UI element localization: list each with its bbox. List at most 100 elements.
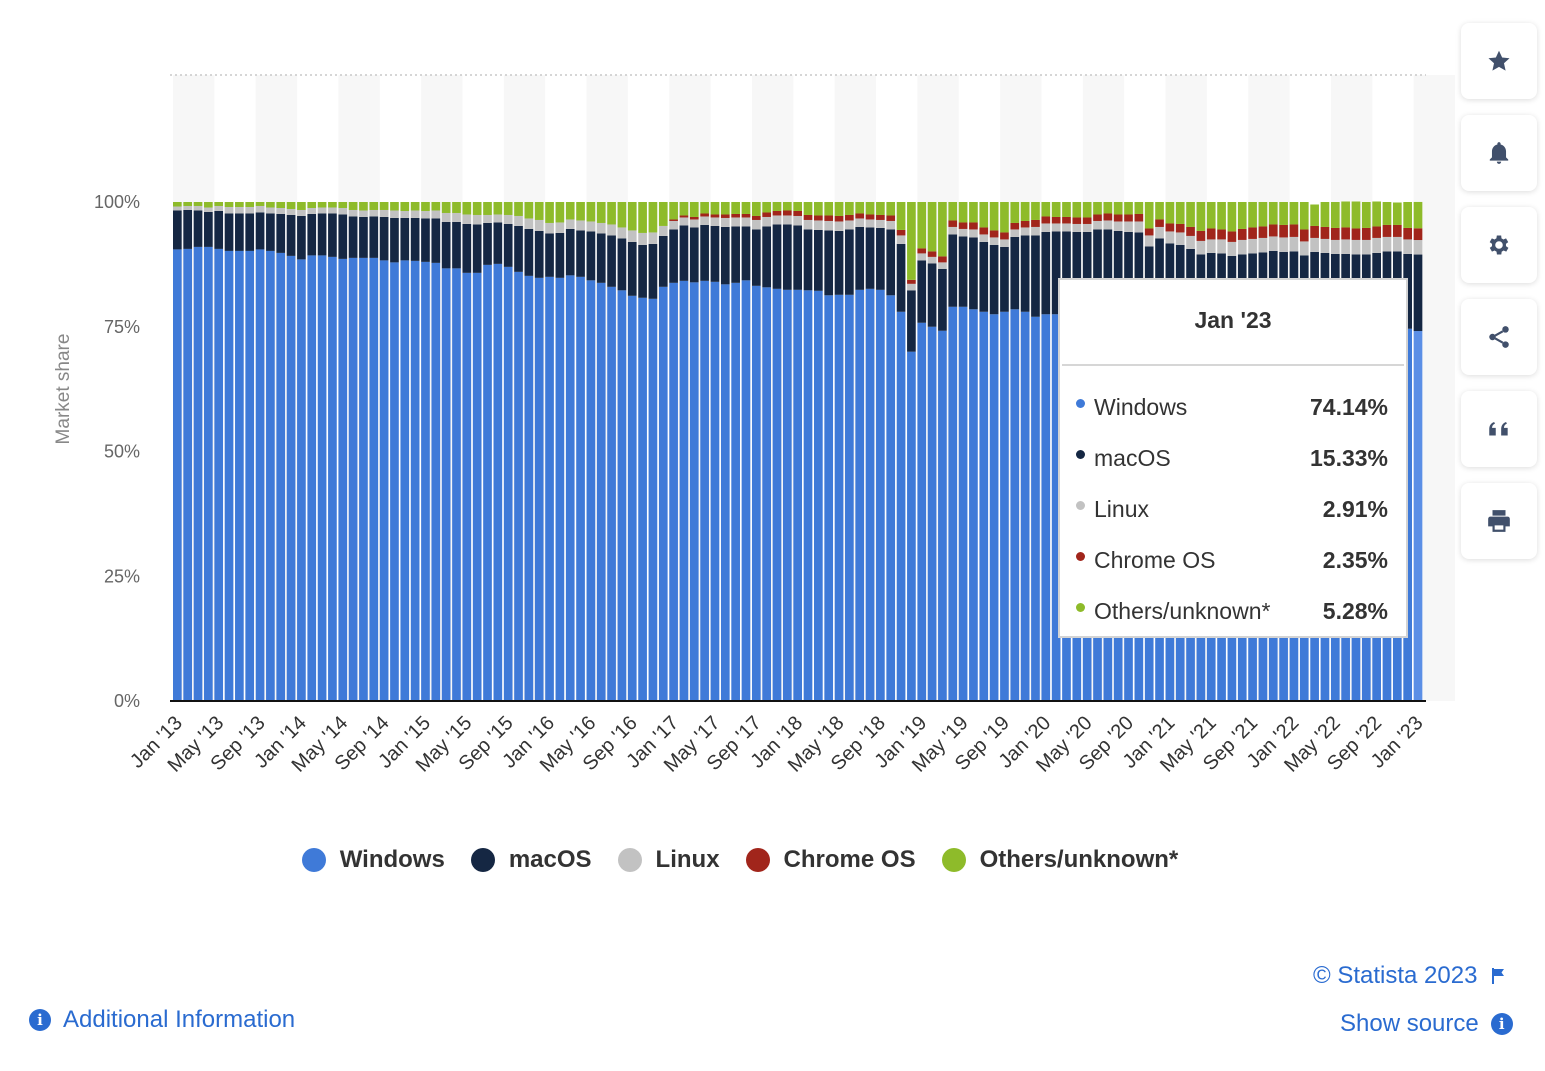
- bar-segment[interactable]: [1351, 239, 1361, 255]
- bar-segment[interactable]: [1403, 202, 1412, 228]
- bar-segment[interactable]: [782, 202, 792, 211]
- bar-segment[interactable]: [421, 261, 430, 701]
- bar-segment[interactable]: [741, 202, 751, 214]
- bar-segment[interactable]: [1351, 228, 1361, 240]
- bar-segment[interactable]: [576, 276, 585, 701]
- bar-segment[interactable]: [1248, 238, 1257, 254]
- bar-segment[interactable]: [917, 202, 927, 249]
- bar-segment[interactable]: [1413, 240, 1423, 255]
- bar-segment[interactable]: [1310, 204, 1319, 226]
- bar-segment[interactable]: [390, 262, 399, 701]
- bar-segment[interactable]: [979, 202, 989, 228]
- bar-segment[interactable]: [1144, 202, 1154, 229]
- bar-segment[interactable]: [1361, 202, 1371, 228]
- bar-segment[interactable]: [441, 221, 451, 269]
- bar-segment[interactable]: [751, 202, 761, 216]
- bar-segment[interactable]: [772, 215, 782, 225]
- bar-segment[interactable]: [1051, 223, 1061, 232]
- bar-segment[interactable]: [648, 243, 658, 299]
- bar-segment[interactable]: [989, 202, 999, 231]
- bar-segment[interactable]: [1289, 236, 1299, 252]
- bar-segment[interactable]: [948, 306, 958, 701]
- bar-segment[interactable]: [772, 202, 782, 211]
- bar-segment[interactable]: [183, 248, 193, 701]
- bar-segment[interactable]: [565, 275, 575, 701]
- bar-segment[interactable]: [235, 206, 244, 214]
- bar-segment[interactable]: [1382, 202, 1392, 225]
- bar-segment[interactable]: [772, 224, 782, 289]
- bar-segment[interactable]: [400, 210, 410, 218]
- bar-segment[interactable]: [503, 223, 513, 267]
- bar-segment[interactable]: [472, 214, 482, 225]
- bar-segment[interactable]: [1000, 202, 1009, 233]
- bar-segment[interactable]: [1186, 202, 1195, 227]
- bar-segment[interactable]: [276, 207, 286, 214]
- bar-segment[interactable]: [1237, 239, 1247, 255]
- bar-segment[interactable]: [452, 268, 461, 701]
- bar-segment[interactable]: [266, 250, 275, 701]
- bar-segment[interactable]: [286, 214, 296, 256]
- bar-segment[interactable]: [814, 202, 823, 216]
- bar-segment[interactable]: [938, 268, 947, 331]
- bar-segment[interactable]: [390, 202, 399, 211]
- bar-segment[interactable]: [1103, 213, 1113, 221]
- bar-segment[interactable]: [720, 202, 730, 215]
- bar-segment[interactable]: [989, 230, 999, 238]
- bar-segment[interactable]: [462, 223, 472, 273]
- bar-segment[interactable]: [586, 202, 596, 222]
- bar-segment[interactable]: [1103, 220, 1113, 230]
- bar-segment[interactable]: [938, 256, 947, 263]
- bar-segment[interactable]: [834, 215, 844, 222]
- bar-segment[interactable]: [1237, 228, 1247, 240]
- bar-segment[interactable]: [1041, 223, 1051, 232]
- bar-segment[interactable]: [307, 213, 317, 256]
- bar-segment[interactable]: [1072, 231, 1082, 320]
- bar-segment[interactable]: [969, 229, 978, 238]
- bar-segment[interactable]: [173, 206, 182, 211]
- bar-segment[interactable]: [845, 229, 854, 295]
- bar-segment[interactable]: [782, 289, 792, 701]
- bar-segment[interactable]: [379, 202, 389, 210]
- bar-segment[interactable]: [1341, 227, 1350, 240]
- bar-segment[interactable]: [307, 202, 317, 208]
- bar-segment[interactable]: [576, 220, 585, 231]
- bar-segment[interactable]: [328, 213, 337, 257]
- bar-segment[interactable]: [907, 279, 916, 284]
- bar-segment[interactable]: [834, 202, 844, 216]
- bar-segment[interactable]: [1155, 226, 1164, 239]
- bar-segment[interactable]: [824, 202, 834, 216]
- bar-segment[interactable]: [1372, 201, 1381, 227]
- bar-segment[interactable]: [307, 255, 317, 701]
- bar-segment[interactable]: [710, 214, 720, 218]
- bar-segment[interactable]: [782, 224, 792, 290]
- bar-segment[interactable]: [710, 281, 720, 701]
- bar-segment[interactable]: [524, 218, 534, 229]
- bar-segment[interactable]: [855, 202, 865, 214]
- bar-segment[interactable]: [193, 210, 203, 247]
- bar-segment[interactable]: [514, 202, 523, 216]
- bar-segment[interactable]: [720, 284, 730, 701]
- bar-segment[interactable]: [1072, 223, 1082, 232]
- bar-segment[interactable]: [441, 202, 451, 213]
- bar-segment[interactable]: [534, 230, 544, 278]
- bar-segment[interactable]: [1227, 241, 1237, 256]
- bar-segment[interactable]: [886, 202, 896, 216]
- bar-segment[interactable]: [741, 280, 751, 701]
- bar-segment[interactable]: [514, 215, 523, 226]
- bar-segment[interactable]: [214, 202, 224, 206]
- bar-segment[interactable]: [596, 202, 606, 223]
- bar-segment[interactable]: [1020, 202, 1030, 221]
- bar-segment[interactable]: [348, 216, 358, 258]
- bar-segment[interactable]: [731, 217, 740, 227]
- bar-segment[interactable]: [896, 311, 906, 701]
- bar-segment[interactable]: [938, 262, 947, 269]
- bar-segment[interactable]: [1413, 254, 1423, 332]
- bar-segment[interactable]: [710, 225, 720, 282]
- bar-segment[interactable]: [1103, 202, 1113, 214]
- bar-segment[interactable]: [669, 219, 678, 221]
- bar-segment[interactable]: [658, 225, 668, 236]
- bar-segment[interactable]: [390, 210, 399, 218]
- bar-segment[interactable]: [865, 202, 875, 215]
- bar-segment[interactable]: [297, 202, 306, 210]
- bar-segment[interactable]: [1165, 231, 1175, 244]
